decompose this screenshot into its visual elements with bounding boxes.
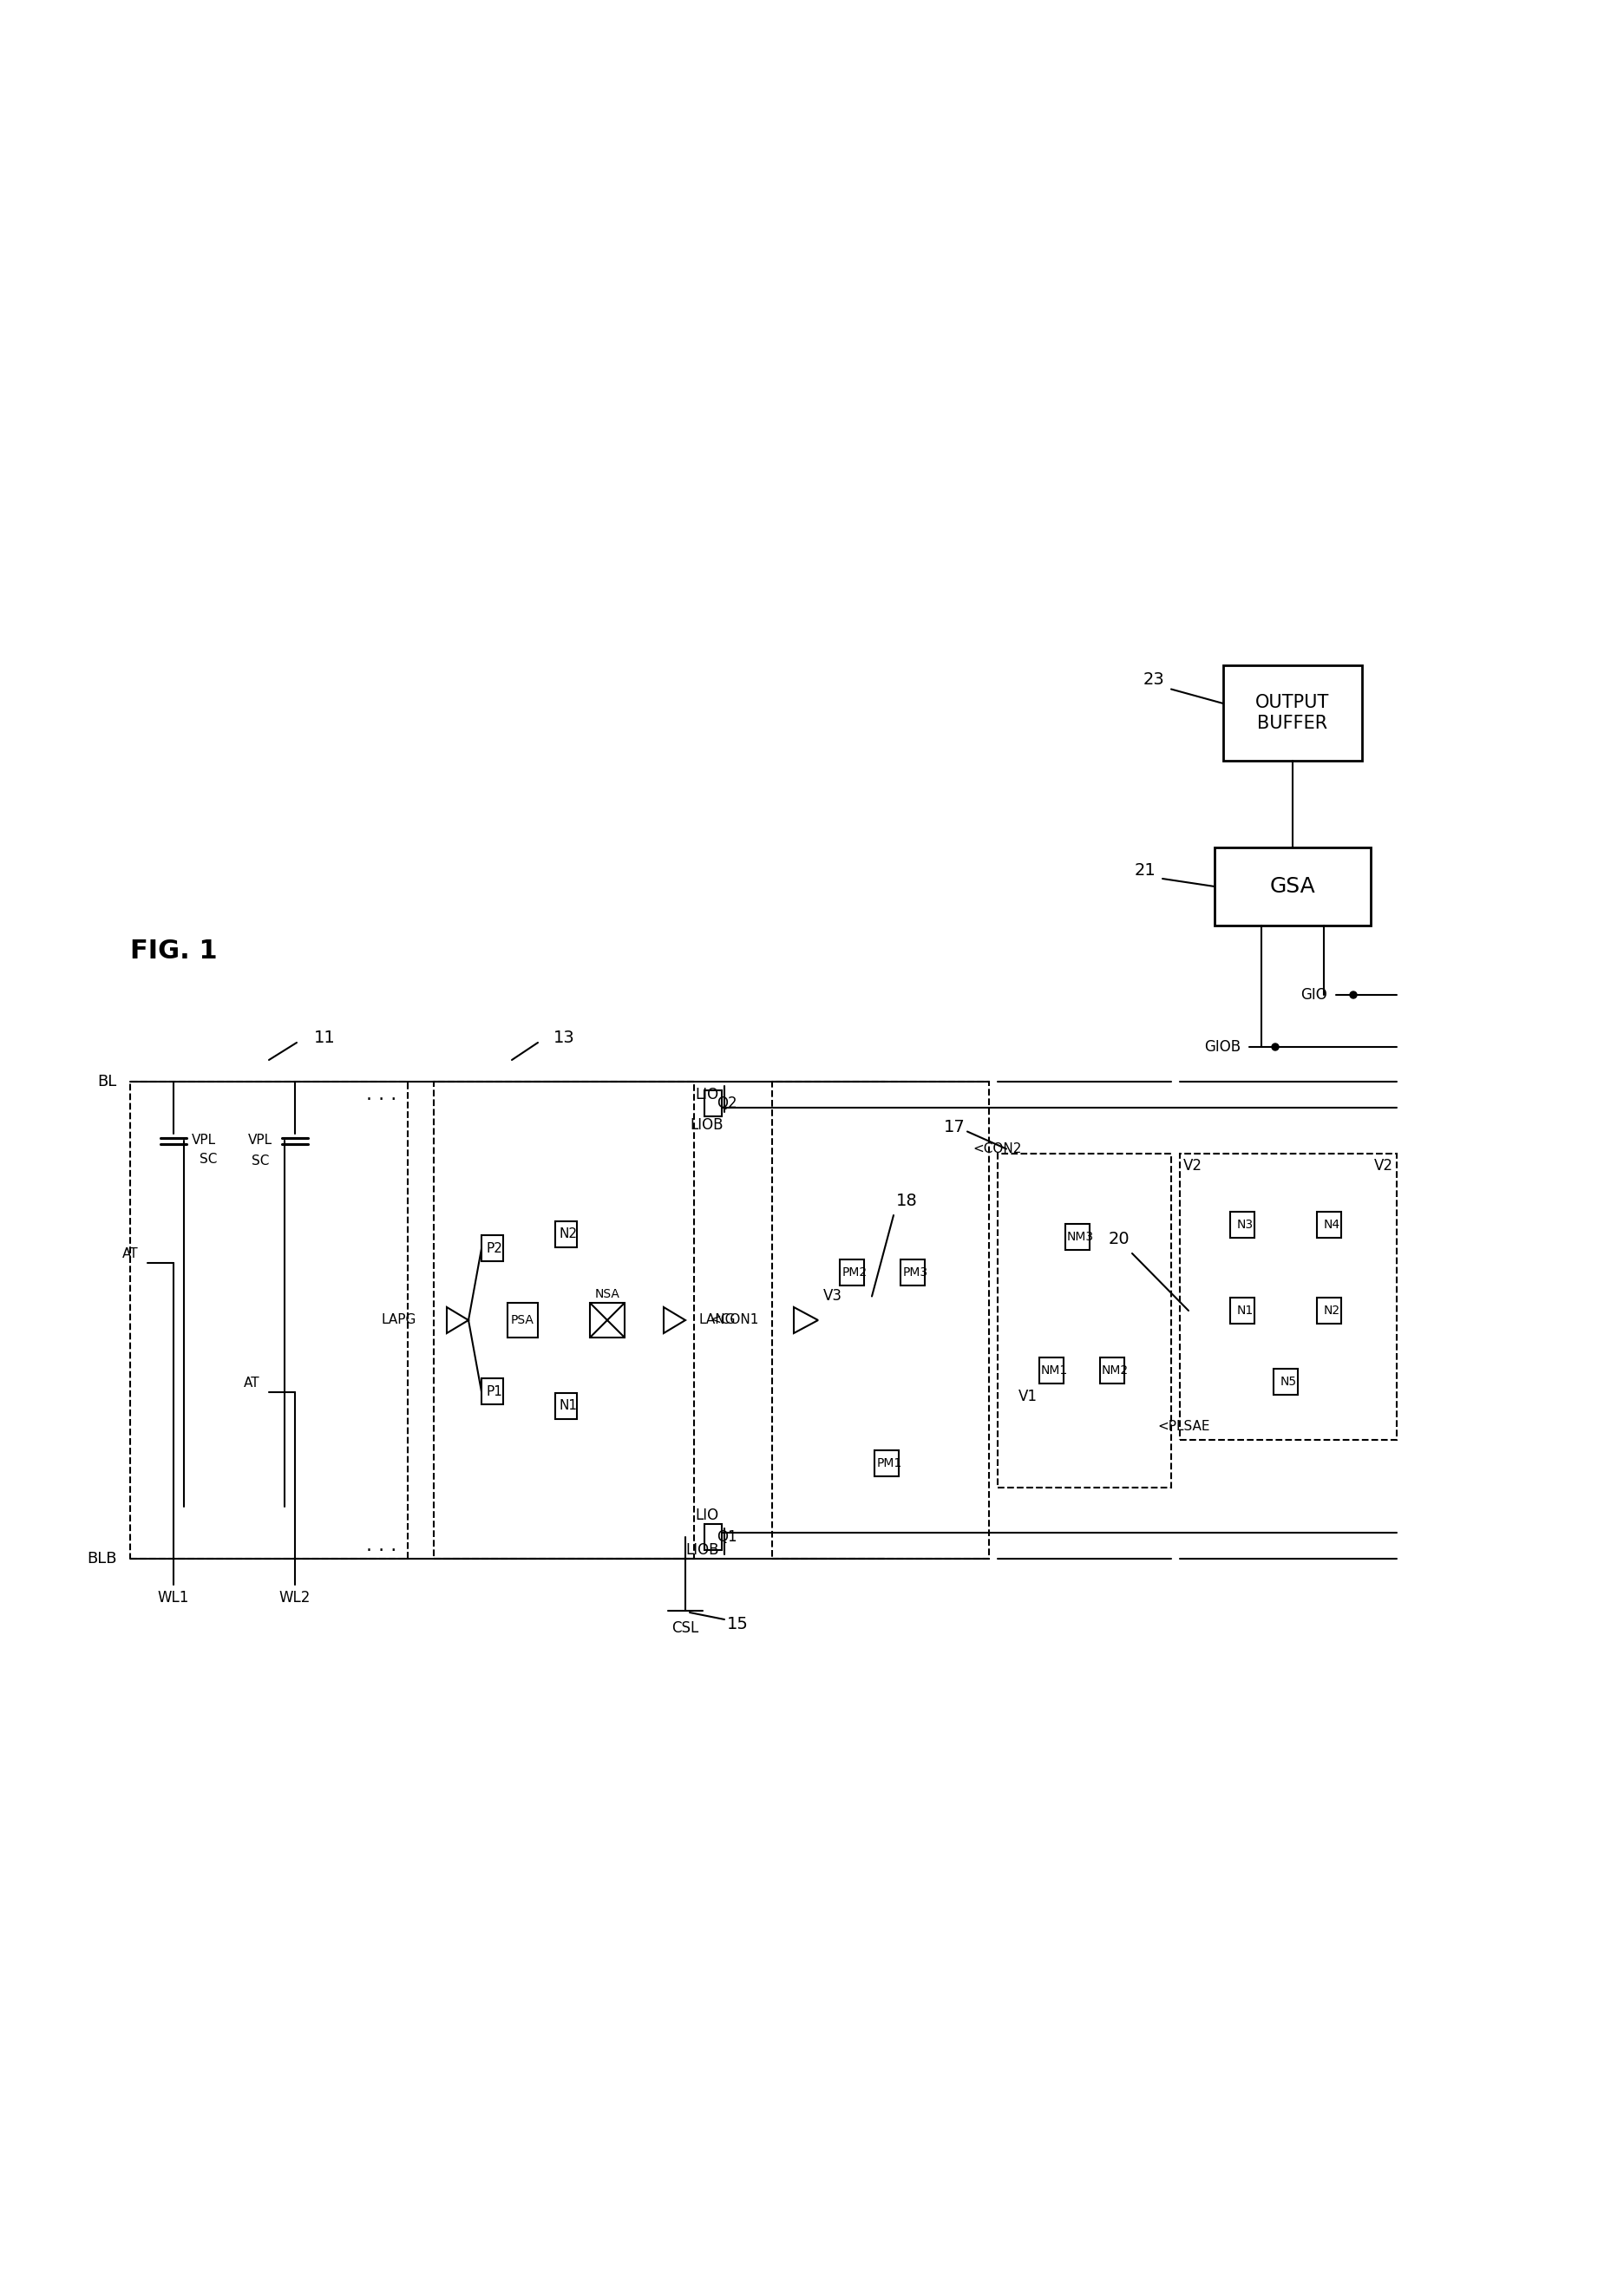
Text: 11: 11: [314, 1031, 335, 1047]
Text: 23: 23: [1142, 670, 1163, 689]
Text: GIOB: GIOB: [1203, 1040, 1240, 1054]
Text: WL2: WL2: [279, 1589, 311, 1605]
Bar: [1316, 1212, 1340, 1238]
Bar: [1316, 1297, 1340, 1325]
Text: . . .: . . .: [366, 1086, 396, 1104]
Bar: [704, 1525, 722, 1550]
Text: LIO: LIO: [694, 1086, 719, 1102]
Bar: [1065, 1224, 1089, 1249]
Text: V2: V2: [1374, 1159, 1392, 1173]
Text: NM1: NM1: [1041, 1364, 1066, 1375]
Bar: [997, 1153, 1171, 1488]
Bar: [1273, 1368, 1297, 1396]
Text: Q2: Q2: [717, 1095, 736, 1111]
Bar: [1213, 847, 1369, 925]
Circle shape: [1271, 1042, 1278, 1049]
Bar: [901, 1261, 925, 1286]
Text: GSA: GSA: [1269, 877, 1315, 898]
Bar: [507, 1302, 538, 1339]
Text: V2: V2: [1182, 1159, 1202, 1173]
Text: AT: AT: [122, 1247, 139, 1261]
Bar: [1229, 1297, 1253, 1325]
Text: LIOB: LIOB: [686, 1543, 719, 1559]
Bar: [590, 1302, 625, 1339]
Text: PSA: PSA: [511, 1313, 533, 1327]
Text: P1: P1: [487, 1384, 503, 1398]
Text: N4: N4: [1323, 1219, 1339, 1231]
Text: VPL: VPL: [192, 1134, 216, 1148]
Text: 18: 18: [896, 1192, 917, 1210]
Text: LIOB: LIOB: [690, 1118, 723, 1132]
Text: N2: N2: [1323, 1304, 1339, 1316]
Bar: [1099, 1357, 1124, 1382]
Text: N3: N3: [1236, 1219, 1252, 1231]
Text: 15: 15: [727, 1616, 748, 1632]
Bar: [482, 1378, 503, 1405]
Bar: [1223, 666, 1361, 760]
Text: BL: BL: [98, 1075, 118, 1088]
Bar: [1179, 1153, 1397, 1440]
Text: OUTPUT
BUFFER: OUTPUT BUFFER: [1255, 693, 1329, 732]
Text: BLB: BLB: [87, 1550, 118, 1566]
Text: LIO: LIO: [694, 1508, 719, 1522]
Text: PM1: PM1: [876, 1458, 902, 1469]
Circle shape: [1348, 992, 1356, 999]
Text: VPL: VPL: [248, 1134, 272, 1148]
Text: AT: AT: [243, 1378, 259, 1389]
Bar: [704, 1091, 722, 1116]
Text: CSL: CSL: [672, 1621, 699, 1637]
Text: N5: N5: [1279, 1375, 1295, 1389]
Text: 13: 13: [553, 1031, 574, 1047]
Text: <CON2: <CON2: [973, 1143, 1021, 1155]
Bar: [1039, 1357, 1063, 1382]
Bar: [772, 1081, 989, 1559]
Text: GIO: GIO: [1300, 987, 1326, 1003]
Text: N2: N2: [559, 1228, 577, 1240]
Text: SC: SC: [200, 1153, 217, 1166]
Text: N1: N1: [1236, 1304, 1253, 1316]
Text: <CON1: <CON1: [710, 1313, 759, 1327]
Text: P2: P2: [487, 1242, 503, 1256]
Text: 21: 21: [1134, 863, 1155, 879]
Text: WL1: WL1: [158, 1589, 188, 1605]
Bar: [839, 1261, 863, 1286]
Text: <PLSAE: <PLSAE: [1157, 1419, 1210, 1433]
Bar: [482, 1235, 503, 1261]
Text: NSA: NSA: [594, 1288, 620, 1300]
Text: 17: 17: [942, 1118, 965, 1137]
Text: V3: V3: [823, 1288, 843, 1304]
Bar: [1229, 1212, 1253, 1238]
Text: LANG: LANG: [698, 1313, 735, 1327]
Text: LAPG: LAPG: [382, 1313, 416, 1327]
Text: NM3: NM3: [1066, 1231, 1092, 1242]
Text: N1: N1: [559, 1401, 577, 1412]
Text: . . .: . . .: [366, 1536, 396, 1554]
Text: FIG. 1: FIG. 1: [130, 939, 217, 964]
Text: NM2: NM2: [1100, 1364, 1128, 1375]
Bar: [875, 1451, 899, 1476]
Text: SC: SC: [251, 1155, 269, 1169]
Text: PM2: PM2: [841, 1267, 867, 1279]
Bar: [554, 1221, 577, 1247]
Text: PM3: PM3: [902, 1267, 928, 1279]
Bar: [433, 1081, 694, 1559]
Text: 20: 20: [1108, 1231, 1129, 1247]
Text: V1: V1: [1018, 1389, 1037, 1405]
Bar: [554, 1394, 577, 1419]
Text: Q1: Q1: [717, 1529, 736, 1545]
Bar: [130, 1081, 408, 1559]
